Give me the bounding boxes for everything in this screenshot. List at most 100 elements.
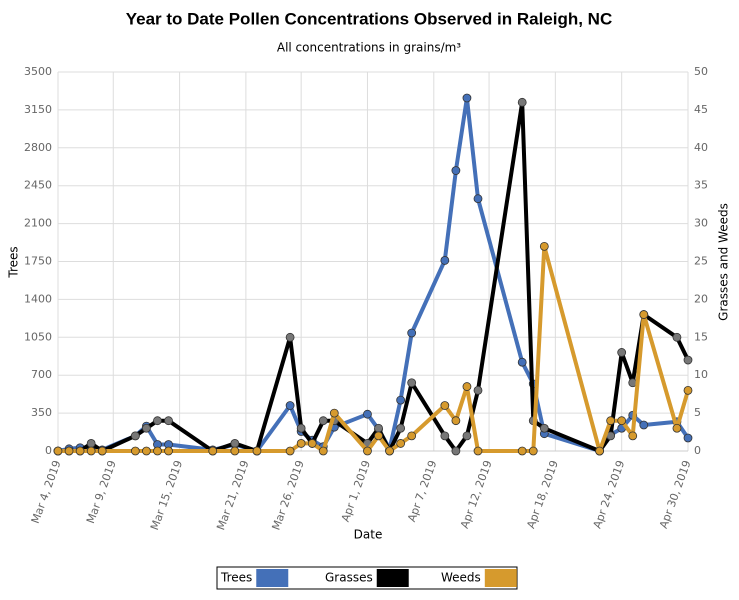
data-point <box>64 446 74 456</box>
data-point <box>153 446 162 456</box>
x-tick-label: Apr 7, 2019 <box>405 459 439 524</box>
y2-tick-label: 15 <box>694 330 708 343</box>
data-point <box>252 446 262 456</box>
data-point <box>142 446 151 456</box>
data-point <box>318 446 328 456</box>
y-axis-title: Trees <box>7 246 21 278</box>
data-point <box>440 256 450 265</box>
data-point <box>462 93 472 103</box>
data-point <box>407 378 417 388</box>
data-point <box>86 446 96 456</box>
data-point <box>296 439 306 448</box>
data-point <box>164 446 173 456</box>
data-point <box>539 241 549 251</box>
data-point <box>86 439 96 448</box>
data-point <box>396 395 406 405</box>
x-tick-label: Apr 24, 2019 <box>591 459 628 531</box>
data-point <box>97 446 107 456</box>
data-point <box>130 446 140 456</box>
x-tick-label: Mar 26, 2019 <box>270 459 307 532</box>
y-tick-label: 2800 <box>24 141 52 154</box>
x-tick-label: Mar 9, 2019 <box>84 459 119 526</box>
y-tick-label: 1400 <box>24 292 52 305</box>
data-point <box>363 446 372 456</box>
data-point <box>462 382 472 391</box>
data-point <box>628 431 638 441</box>
data-point <box>683 433 693 443</box>
data-point <box>53 446 63 456</box>
data-point <box>396 439 406 448</box>
data-point <box>639 310 649 319</box>
data-point <box>440 431 450 441</box>
data-point <box>451 416 461 426</box>
legend-swatch <box>256 569 289 587</box>
data-point <box>130 431 140 441</box>
data-point <box>307 439 317 448</box>
data-point <box>517 357 527 367</box>
y-tick-label: 2450 <box>24 179 52 192</box>
y-tick-label: 1050 <box>24 330 52 343</box>
y2-tick-label: 20 <box>694 292 708 305</box>
data-point <box>528 446 538 456</box>
data-point <box>329 408 339 418</box>
data-point <box>672 332 682 342</box>
x-tick-label: Mar 21, 2019 <box>214 459 251 532</box>
data-point <box>539 423 549 433</box>
data-point <box>407 431 417 441</box>
data-point <box>462 431 472 441</box>
y2-tick-label: 25 <box>694 255 708 268</box>
legend-label: Weeds <box>441 571 481 585</box>
data-point <box>517 97 527 107</box>
y-tick-label: 2100 <box>24 217 52 230</box>
y2-tick-label: 5 <box>694 406 701 419</box>
y2-tick-label: 50 <box>694 65 708 78</box>
x-tick-label: Apr 30, 2019 <box>657 459 694 531</box>
data-point <box>285 401 295 410</box>
y2-axis-title: Grasses and Weeds <box>717 203 731 321</box>
y2-tick-label: 0 <box>694 444 701 457</box>
data-point <box>440 401 450 410</box>
data-point <box>230 439 240 448</box>
x-axis-title: Date <box>354 528 383 542</box>
legend-swatch <box>376 569 409 587</box>
data-point <box>374 431 383 441</box>
data-point <box>639 420 649 430</box>
y-tick-label: 350 <box>31 406 52 419</box>
data-point <box>363 409 372 419</box>
y2-tick-label: 35 <box>694 179 708 192</box>
y2-tick-label: 30 <box>694 217 708 230</box>
legend-label: Grasses <box>325 571 373 585</box>
y2-tick-label: 10 <box>694 368 708 381</box>
data-point <box>153 416 162 426</box>
data-point <box>285 332 295 342</box>
y-tick-label: 3500 <box>24 65 52 78</box>
data-point <box>296 423 306 433</box>
data-point <box>208 446 218 456</box>
data-point <box>407 328 417 338</box>
data-point <box>285 446 295 456</box>
data-point <box>683 355 693 365</box>
data-point <box>473 385 483 395</box>
y2-tick-label: 45 <box>694 103 708 116</box>
data-point <box>617 416 627 426</box>
legend-label: Trees <box>220 571 252 585</box>
data-point <box>606 416 616 426</box>
y-tick-label: 700 <box>31 368 52 381</box>
data-point <box>473 194 483 204</box>
x-tick-label: Mar 4, 2019 <box>29 459 64 526</box>
data-point <box>75 446 85 456</box>
data-point <box>451 446 461 456</box>
legend-swatch <box>484 569 517 587</box>
data-point <box>617 348 627 357</box>
data-point <box>672 423 682 433</box>
data-point <box>164 416 173 426</box>
y-tick-label: 1750 <box>24 255 52 268</box>
y-tick-label: 0 <box>45 444 52 457</box>
data-point <box>142 423 151 433</box>
x-tick-label: Mar 15, 2019 <box>148 459 185 532</box>
x-tick-label: Apr 1, 2019 <box>339 459 373 524</box>
y-tick-label: 3150 <box>24 103 52 116</box>
series-line <box>58 100 690 453</box>
x-tick-label: Apr 18, 2019 <box>524 459 561 531</box>
